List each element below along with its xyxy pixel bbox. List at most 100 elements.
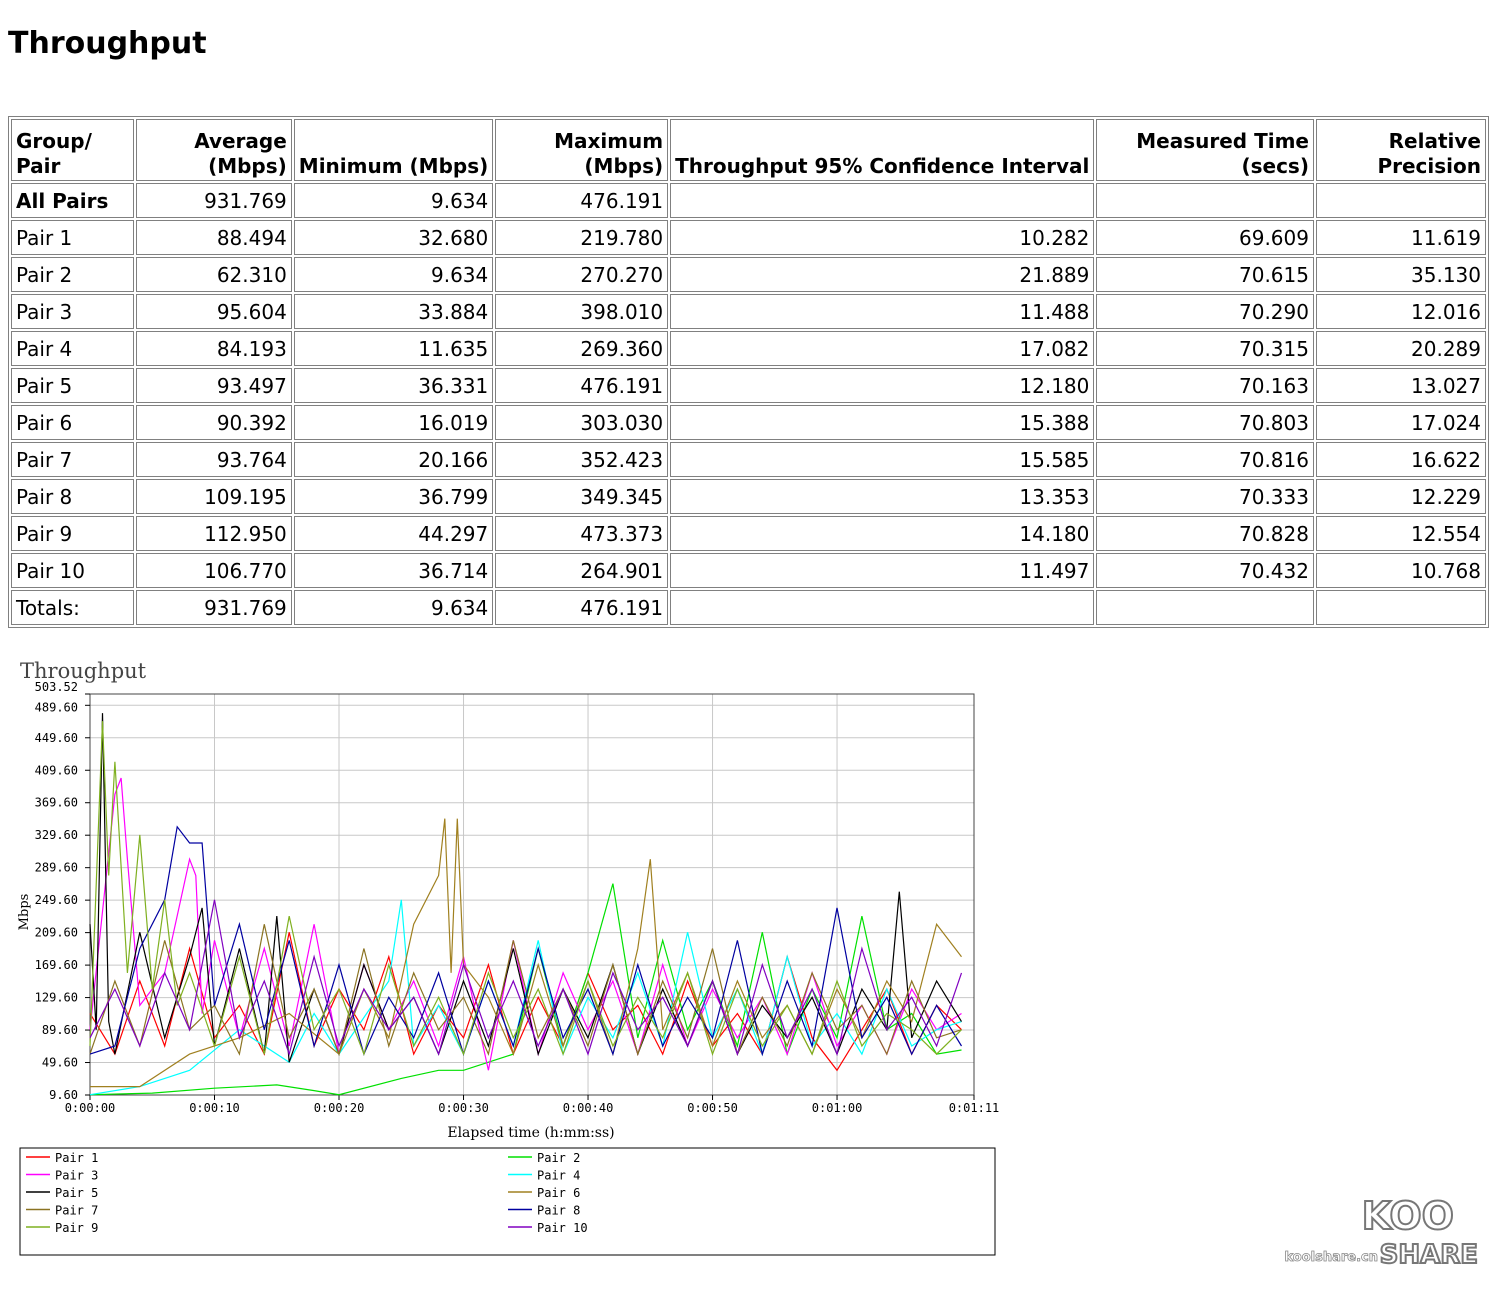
legend-label: Pair 9 [55,1221,98,1235]
column-header: Minimum (Mbps) [293,119,494,181]
watermark-brand-top: KOO [1362,1194,1454,1238]
table-cell [1096,590,1314,625]
table-cell: 13.027 [1315,368,1486,403]
table-cell: 219.780 [495,220,669,255]
row-label: Pair 3 [11,294,134,329]
series-line-pair-10 [89,899,963,1057]
table-cell: 12.180 [670,368,1095,403]
table-cell: 70.290 [1096,294,1314,329]
column-header-text: Throughput 95% Confidence Interval [675,154,1090,178]
row-label: Pair 10 [11,553,134,588]
table-cell: 62.310 [135,257,292,292]
table-cell: 10.768 [1315,553,1486,588]
table-cell: 11.497 [670,553,1095,588]
table-cell: 109.195 [135,479,292,514]
y-tick-label: 169.60 [35,958,78,972]
table-cell: 476.191 [495,183,669,218]
y-tick-label: 289.60 [35,861,78,875]
page-title: Throughput [8,26,207,61]
column-header: Measured Time (secs) [1096,119,1314,181]
table-cell: 93.497 [135,368,292,403]
row-label: Pair 7 [11,442,134,477]
legend-label: Pair 8 [537,1204,580,1218]
table-row: Pair 10 106.770 36.714 264.901 11.497 70.432 1… [11,553,1486,588]
table-cell: 398.010 [495,294,669,329]
y-tick-label: 9.60 [49,1088,78,1102]
column-header-text: Measured Time [1136,129,1309,153]
column-header-text: Group/ [16,129,92,153]
table-cell: 11.488 [670,294,1095,329]
table-cell: 20.166 [293,442,494,477]
table-row: Pair 4 84.193 11.635 269.360 17.082 70.315 20.… [11,331,1486,366]
table-cell: 21.889 [670,257,1095,292]
table-cell: 349.345 [495,479,669,514]
table-cell [1315,183,1486,218]
y-tick-label: 409.60 [35,763,78,777]
koolshare-watermark: KOO SHARE koolshare.cn [1282,1191,1482,1271]
column-header-text: Minimum (Mbps) [298,154,489,178]
table-cell [1096,183,1314,218]
legend-label: Pair 3 [55,1169,98,1183]
legend-label: Pair 4 [537,1169,580,1183]
y-tick-label: 329.60 [35,828,78,842]
table-row: Pair 2 62.310 9.634 270.270 21.889 70.615 35.1… [11,257,1486,292]
table-header-row: Group/Pair Average (Mbps) Minimum (Mbps) Max… [11,119,1486,181]
series-line-pair-2 [89,883,962,1096]
table-cell: 14.180 [670,516,1095,551]
x-tick-label: 0:00:50 [687,1101,738,1115]
table-cell: 17.082 [670,331,1095,366]
column-header-text: Maximum [554,129,664,153]
table-cell: 106.770 [135,553,292,588]
table-cell: 36.799 [293,479,494,514]
table-cell: 9.634 [293,183,494,218]
throughput-table: Group/Pair Average (Mbps) Minimum (Mbps) Max… [8,116,1489,628]
table-cell: 69.609 [1096,220,1314,255]
legend-label: Pair 6 [537,1186,580,1200]
watermark-brand-bottom: SHARE [1380,1240,1478,1270]
table-cell: 473.373 [495,516,669,551]
y-tick-label: 369.60 [35,796,78,810]
y-tick-label: 89.60 [42,1023,78,1037]
chart-title: Throughput [20,659,147,683]
table-cell: 70.315 [1096,331,1314,366]
table-cell: 11.635 [293,331,494,366]
table-cell [1315,590,1486,625]
x-tick-label: 0:01:11 [949,1101,1000,1115]
table-cell: 44.297 [293,516,494,551]
series-line-pair-6 [90,818,962,1088]
table-cell: 90.392 [135,405,292,440]
row-label: Pair 4 [11,331,134,366]
table-cell: 88.494 [135,220,292,255]
row-label: Pair 5 [11,368,134,403]
table-row: All Pairs 931.769 9.634 476.191 [11,183,1486,218]
legend-label: Pair 5 [55,1186,98,1200]
y-tick-label: 129.60 [35,991,78,1005]
table-cell: 16.622 [1315,442,1486,477]
table-cell: 16.019 [293,405,494,440]
column-header-text: Precision [1377,154,1481,178]
watermark-url: koolshare.cn [1284,1250,1378,1265]
table-cell: 112.950 [135,516,292,551]
y-tick-label: 449.60 [35,731,78,745]
x-tick-label: 0:01:00 [812,1101,863,1115]
table-cell: 476.191 [495,590,669,625]
table-cell: 931.769 [135,183,292,218]
column-header-text: Relative [1388,129,1481,153]
table-cell: 84.193 [135,331,292,366]
table-cell: 269.360 [495,331,669,366]
table-cell: 95.604 [135,294,292,329]
legend-label: Pair 1 [55,1151,98,1165]
row-label: Pair 9 [11,516,134,551]
y-tick-label: 49.60 [42,1056,78,1070]
x-axis-label: Elapsed time (h:mm:ss) [447,1125,614,1141]
row-label: Pair 2 [11,257,134,292]
table-cell: 264.901 [495,553,669,588]
table-cell: 32.680 [293,220,494,255]
table-cell: 9.634 [293,257,494,292]
x-tick-label: 0:00:20 [314,1101,365,1115]
table-cell: 15.585 [670,442,1095,477]
table-cell: 12.229 [1315,479,1486,514]
y-axis-label: Mbps [17,894,32,931]
table-cell: 352.423 [495,442,669,477]
table-row: Pair 7 93.764 20.166 352.423 15.585 70.816 16.… [11,442,1486,477]
